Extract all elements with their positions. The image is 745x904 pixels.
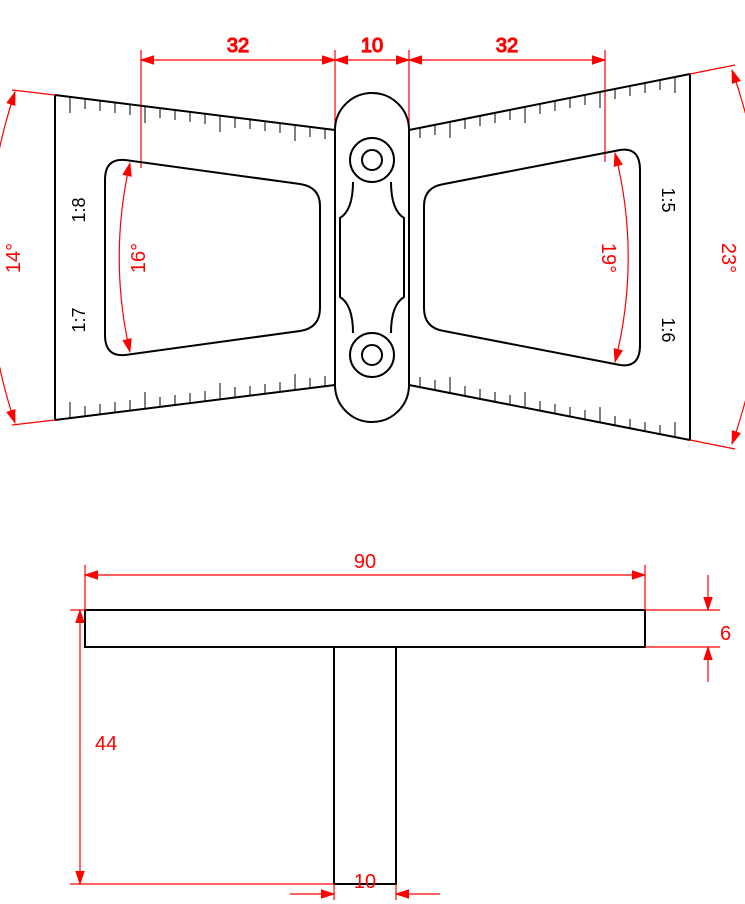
- ratio-1-6: 1:6: [658, 317, 678, 342]
- top-dims: 32 10 32: [141, 35, 605, 168]
- angle-19: 19°: [597, 243, 619, 273]
- center-hub: [335, 93, 409, 422]
- dim-44: 44: [95, 733, 117, 755]
- bottom-view: 90 6 44 10: [70, 551, 731, 900]
- angle-14: 14°: [3, 243, 25, 273]
- dim-6: 6: [720, 623, 731, 645]
- technical-drawing: 32 10 32: [0, 0, 745, 904]
- ratio-1-8: 1:8: [69, 197, 89, 222]
- right-wing: [409, 74, 690, 440]
- dim-32-left: 32: [227, 35, 249, 57]
- left-ticks: [70, 97, 325, 418]
- ratio-1-7: 1:7: [69, 307, 89, 332]
- angle-23: 23°: [717, 243, 739, 273]
- ratio-1-5: 1:5: [658, 187, 678, 212]
- angle-16: 16°: [128, 243, 150, 273]
- bottom-dims: 90 6 44 10: [70, 551, 731, 900]
- ratio-labels: 1:8 1:7 1:5 1:6: [69, 187, 678, 342]
- dim-90: 90: [354, 551, 376, 573]
- dim-32-right: 32: [496, 35, 518, 57]
- left-wing: [55, 95, 335, 420]
- top-view: 32 10 32: [0, 35, 745, 449]
- dim-10-center: 10: [361, 35, 383, 57]
- right-ticks: [420, 77, 675, 438]
- angle-dims: 14° 16° 19° 23°: [0, 65, 745, 449]
- dim-10-stem: 10: [354, 871, 376, 893]
